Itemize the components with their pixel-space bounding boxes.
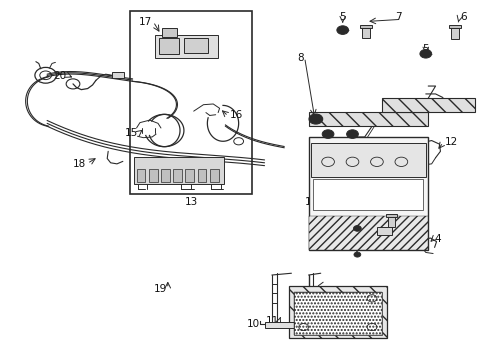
Text: 7: 7: [395, 12, 401, 22]
Bar: [362, 28, 370, 39]
Bar: [197, 169, 206, 182]
Bar: [311, 143, 426, 176]
Circle shape: [322, 130, 334, 138]
Circle shape: [346, 130, 358, 138]
Bar: [134, 157, 224, 184]
Bar: [155, 35, 218, 58]
Bar: [112, 72, 124, 78]
Circle shape: [325, 132, 331, 136]
Circle shape: [353, 226, 361, 231]
Circle shape: [349, 132, 355, 136]
Bar: [289, 286, 387, 338]
Circle shape: [337, 26, 348, 35]
Text: 5: 5: [340, 12, 346, 22]
Bar: [449, 26, 461, 28]
Bar: [161, 169, 170, 182]
Bar: [137, 169, 146, 182]
Bar: [130, 12, 252, 194]
Text: 18: 18: [73, 159, 86, 169]
Bar: [184, 39, 208, 53]
Bar: [173, 169, 182, 182]
Bar: [159, 39, 179, 54]
Circle shape: [340, 28, 345, 32]
Bar: [314, 179, 423, 210]
Bar: [265, 322, 294, 328]
Text: 15: 15: [125, 129, 139, 138]
Circle shape: [420, 49, 432, 58]
Bar: [309, 216, 428, 250]
Text: 14: 14: [197, 164, 211, 174]
Bar: [294, 292, 382, 335]
Text: 5: 5: [422, 44, 429, 54]
Bar: [309, 112, 428, 126]
Bar: [377, 226, 392, 234]
Bar: [386, 214, 397, 217]
Bar: [294, 292, 382, 335]
Circle shape: [313, 117, 319, 122]
Text: 8: 8: [297, 53, 304, 63]
Bar: [451, 28, 459, 39]
Bar: [388, 217, 395, 227]
Text: 16: 16: [229, 111, 243, 121]
Text: 13: 13: [185, 197, 198, 207]
Text: 17: 17: [139, 17, 152, 27]
Bar: [210, 169, 219, 182]
Bar: [360, 25, 372, 28]
Text: 3: 3: [389, 213, 395, 222]
Circle shape: [354, 252, 361, 257]
Text: 2: 2: [368, 234, 374, 244]
Text: 19: 19: [153, 284, 167, 294]
Text: 11: 11: [266, 316, 279, 325]
Bar: [185, 169, 194, 182]
Circle shape: [309, 114, 323, 124]
Text: 20: 20: [53, 71, 67, 81]
Text: 1: 1: [304, 197, 311, 207]
Bar: [382, 98, 475, 112]
Text: 12: 12: [444, 138, 458, 147]
Bar: [162, 28, 176, 37]
Text: 4: 4: [435, 234, 441, 244]
Bar: [149, 169, 158, 182]
Text: 6: 6: [460, 12, 466, 22]
Text: 9: 9: [345, 234, 351, 244]
Bar: [309, 137, 428, 250]
Circle shape: [423, 51, 429, 56]
Text: 10: 10: [246, 319, 260, 329]
